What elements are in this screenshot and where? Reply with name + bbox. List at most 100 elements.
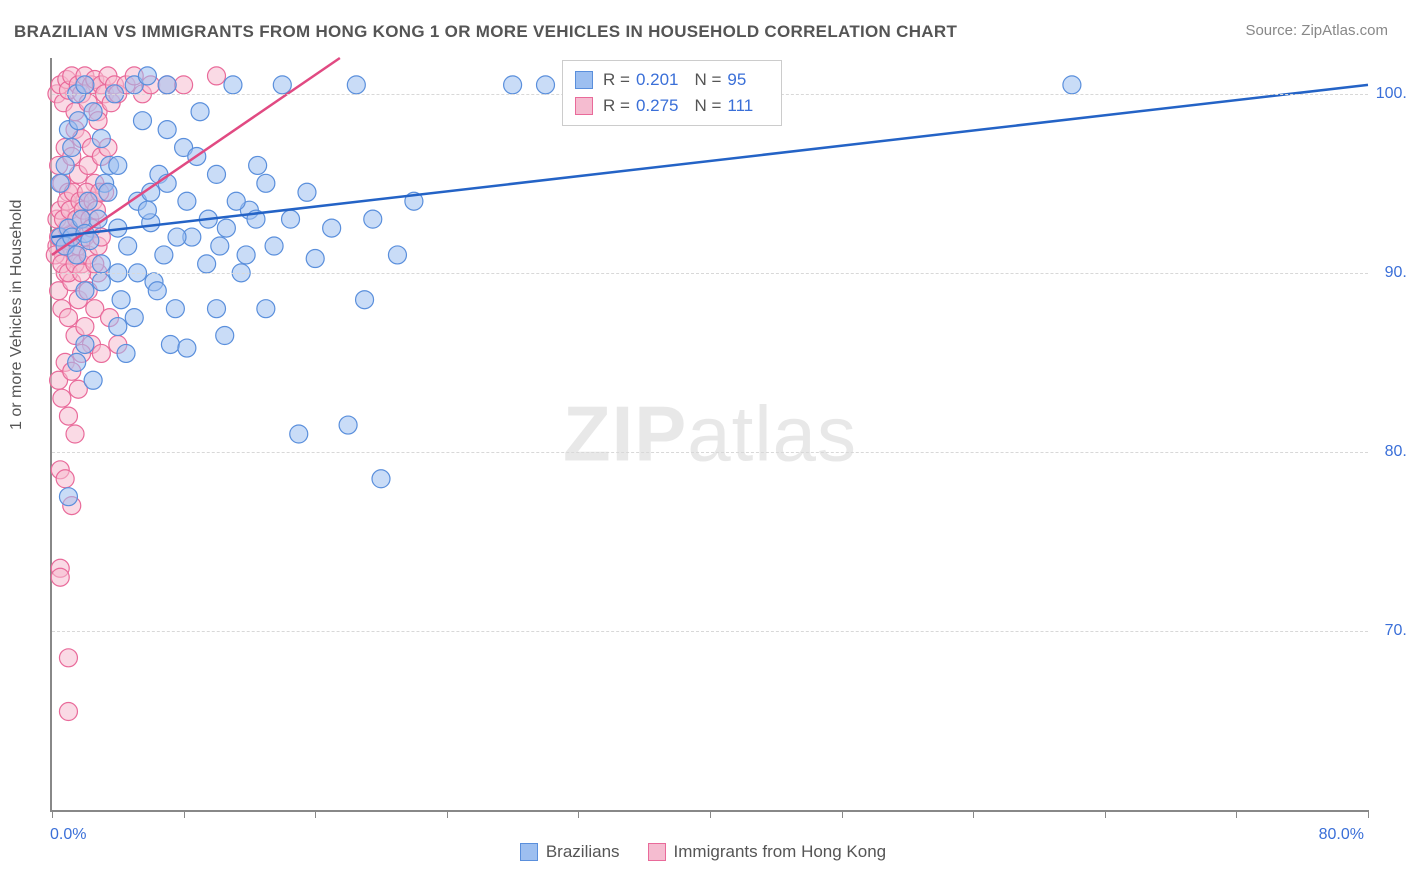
brazilians-point — [68, 246, 86, 264]
brazilians-point — [76, 282, 94, 300]
brazilians-point — [388, 246, 406, 264]
brazilians-point — [59, 488, 77, 506]
chart-svg — [52, 58, 1368, 810]
y-axis-title: 1 or more Vehicles in Household — [8, 200, 26, 430]
brazilians-point — [306, 250, 324, 268]
brazilians-point — [257, 300, 275, 318]
r-value: 0.201 — [636, 70, 679, 90]
brazilians-swatch-icon — [575, 71, 593, 89]
hongkong-point — [59, 309, 77, 327]
brazilians-point — [168, 228, 186, 246]
hongkong-point — [66, 425, 84, 443]
brazilians-point — [112, 291, 130, 309]
brazilians-point — [79, 192, 97, 210]
gridline-h — [52, 273, 1368, 274]
brazilians-point — [208, 300, 226, 318]
brazilians-point — [76, 76, 94, 94]
brazilians-point — [63, 139, 81, 157]
hongkong-swatch-icon — [575, 97, 593, 115]
brazilians-point — [117, 344, 135, 362]
x-tick — [52, 810, 53, 818]
brazilians-point — [372, 470, 390, 488]
brazilians-point — [237, 246, 255, 264]
legend-row-hongkong: R =0.275N =111 — [575, 93, 769, 119]
hongkong-point — [208, 67, 226, 85]
brazilians-point — [155, 246, 173, 264]
hongkong-point — [59, 407, 77, 425]
brazilians-point — [109, 318, 127, 336]
brazilians-point — [166, 300, 184, 318]
brazilians-point — [208, 165, 226, 183]
hongkong-point — [92, 344, 110, 362]
n-label: N = — [694, 70, 721, 90]
brazilians-point — [364, 210, 382, 228]
x-tick — [1236, 810, 1237, 818]
brazilians-point — [216, 327, 234, 345]
brazilians-point — [92, 130, 110, 148]
plot-area: ZIPatlas 70.0%80.0%90.0%100.0% — [50, 58, 1368, 812]
brazilians-point — [133, 112, 151, 130]
legend-row-brazilians: R = 0.201 N = 95 — [575, 67, 769, 93]
brazilians-swatch-icon — [520, 843, 538, 861]
brazilians-point — [158, 76, 176, 94]
brazilians-point — [211, 237, 229, 255]
n-label: N = — [694, 96, 721, 116]
brazilians-point — [51, 174, 69, 192]
source-attribution: Source: ZipAtlas.com — [1245, 22, 1388, 39]
x-tick — [842, 810, 843, 818]
brazilians-point — [347, 76, 365, 94]
hongkong-point — [59, 703, 77, 721]
brazilians-point — [191, 103, 209, 121]
brazilians-point — [323, 219, 341, 237]
brazilians-point — [198, 255, 216, 273]
brazilians-point — [282, 210, 300, 228]
brazilians-point — [298, 183, 316, 201]
legend-label: Immigrants from Hong Kong — [674, 842, 887, 862]
brazilians-point — [249, 156, 267, 174]
brazilians-point — [109, 156, 127, 174]
brazilians-point — [224, 76, 242, 94]
y-tick-label: 70.0% — [1385, 622, 1406, 640]
brazilians-point — [178, 339, 196, 357]
brazilians-point — [138, 201, 156, 219]
brazilians-point — [99, 183, 117, 201]
brazilians-point — [161, 335, 179, 353]
legend-item-brazilians: Brazilians — [520, 842, 620, 862]
brazilians-point — [56, 156, 74, 174]
brazilians-point — [92, 255, 110, 273]
brazilians-point — [76, 335, 94, 353]
gridline-h — [52, 452, 1368, 453]
r-label: R = — [603, 70, 630, 90]
chart-title: BRAZILIAN VS IMMIGRANTS FROM HONG KONG 1… — [14, 22, 957, 42]
correlation-legend: R =0.201N =95R =0.275N =111 — [562, 60, 782, 126]
n-value: 95 — [727, 70, 746, 90]
brazilians-point — [339, 416, 357, 434]
brazilians-point — [257, 174, 275, 192]
brazilians-point — [273, 76, 291, 94]
r-value: 0.275 — [636, 96, 679, 116]
brazilians-point — [84, 371, 102, 389]
legend-label: Brazilians — [546, 842, 620, 862]
brazilians-point — [138, 67, 156, 85]
r-label: R = — [603, 96, 630, 116]
brazilians-point — [69, 112, 87, 130]
brazilians-point — [119, 237, 137, 255]
x-tick — [1368, 810, 1369, 818]
brazilians-point — [125, 309, 143, 327]
brazilians-point — [68, 353, 86, 371]
hongkong-point — [51, 568, 69, 586]
brazilians-point — [265, 237, 283, 255]
gridline-h — [52, 631, 1368, 632]
hongkong-point — [59, 649, 77, 667]
y-tick-label: 80.0% — [1385, 443, 1406, 461]
x-tick — [710, 810, 711, 818]
x-tick — [184, 810, 185, 818]
x-tick — [315, 810, 316, 818]
brazilians-point — [356, 291, 374, 309]
x-tick — [1105, 810, 1106, 818]
brazilians-point — [504, 76, 522, 94]
hongkong-point — [175, 76, 193, 94]
brazilians-point — [1063, 76, 1081, 94]
brazilians-point — [227, 192, 245, 210]
brazilians-point — [290, 425, 308, 443]
